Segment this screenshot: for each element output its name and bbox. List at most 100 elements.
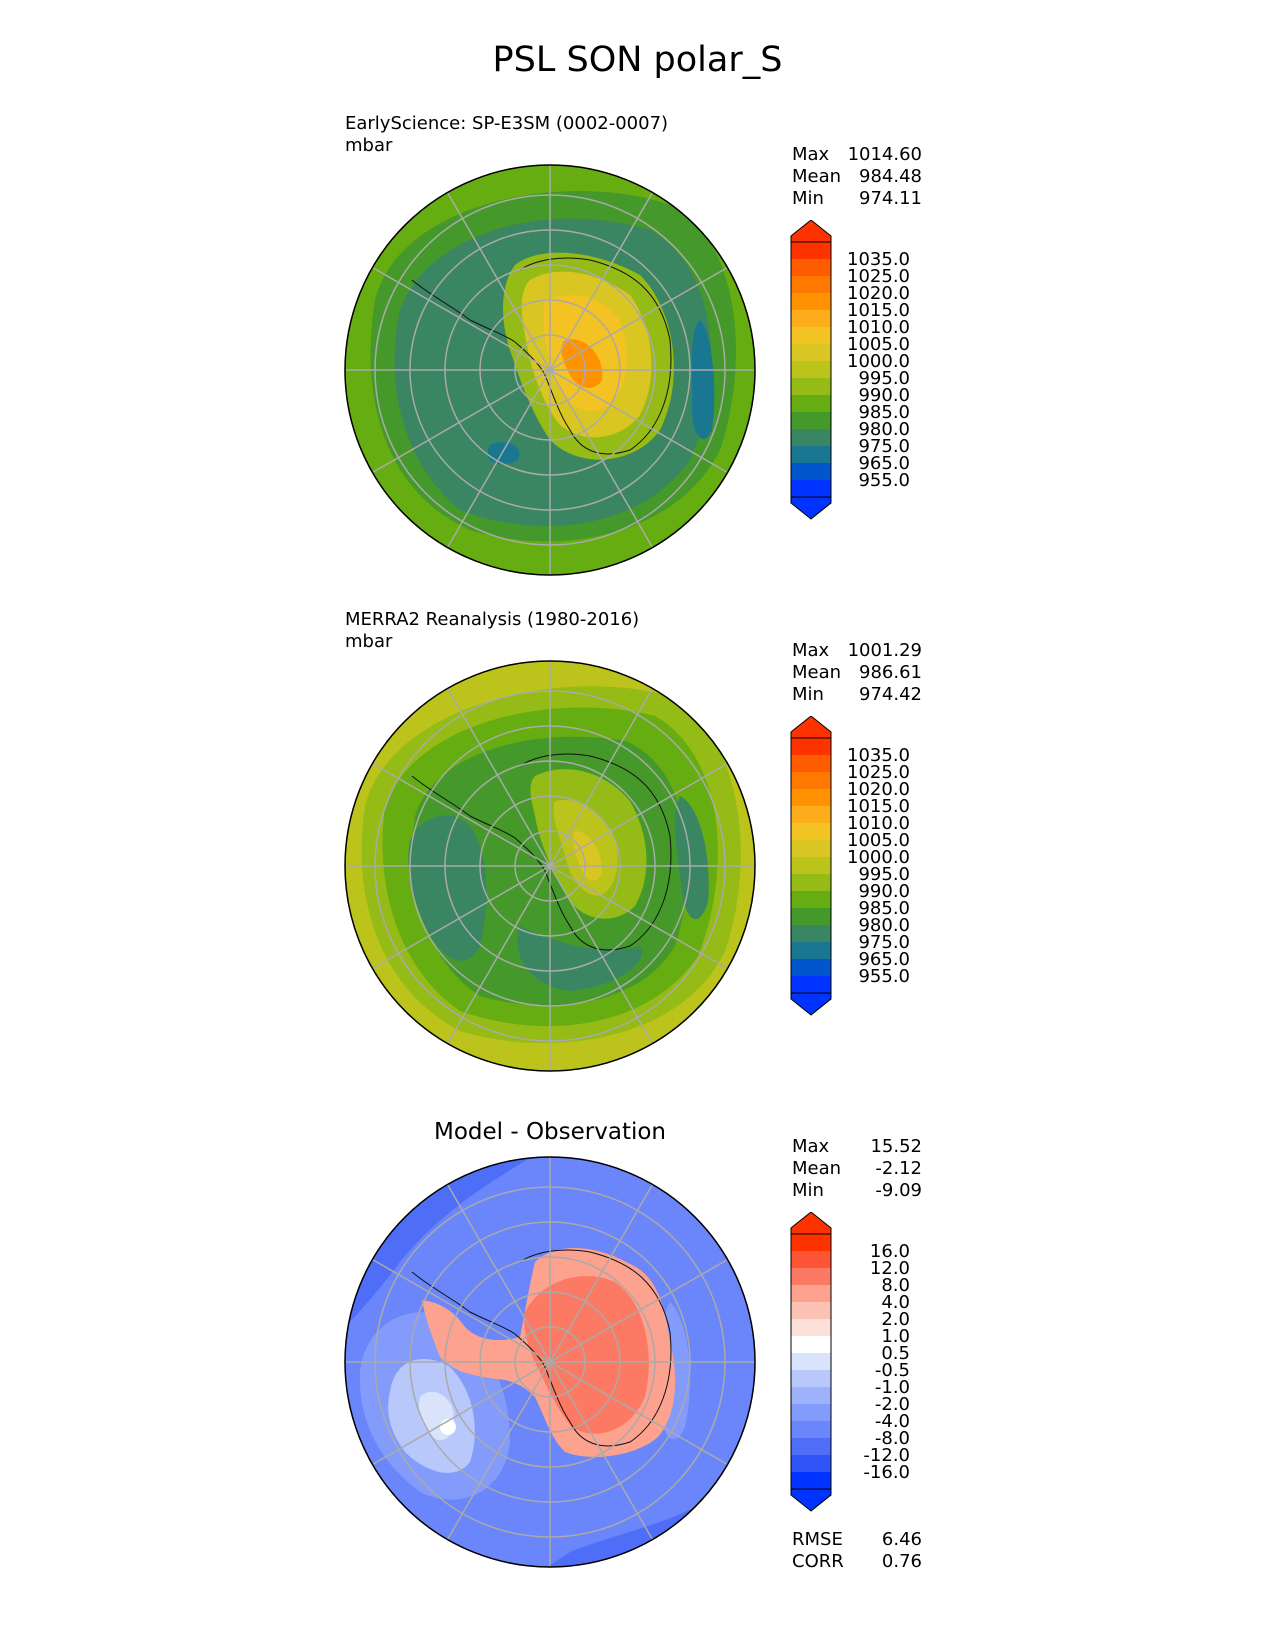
panel-2-stat-min: Min 974.42 <box>792 684 922 705</box>
panel-2-meridian-60 <box>549 750 750 867</box>
panel-1-polar-map <box>344 164 756 576</box>
panel-3-colorbar-segment-8 <box>791 1370 831 1388</box>
panel-3-colorbar-tick-label: 4.0 <box>881 1292 910 1313</box>
panel-1-colorbar-segment-1 <box>791 259 831 277</box>
panel-2-stat-max: Max 1001.29 <box>792 640 922 661</box>
panel-1-meridian-120 <box>549 369 750 486</box>
panel-3-colorbar-segment-12 <box>791 1438 831 1456</box>
panel-1-colorbar-tick-label: 1020.0 <box>847 283 910 304</box>
panel-3-meridian-330 <box>434 1162 551 1363</box>
panel-1-stat-max: Max 1014.60 <box>792 144 922 165</box>
panel-1-meridian-30 <box>549 170 666 371</box>
panel-3-colorbar-extend-low <box>790 1488 832 1512</box>
panel-2-colorbar-tick-label: 985.0 <box>858 898 910 919</box>
panel-3-colorbar-segment-6 <box>791 1336 831 1354</box>
panel-1-colorbar-tick-label: 1025.0 <box>847 266 910 287</box>
panel-1-colorbar: 1035.01025.01020.01015.01010.01005.01000… <box>790 220 910 520</box>
panel-2-colorbar-tick-label: 1020.0 <box>847 779 910 800</box>
panel-2-colorbar-segment-13 <box>791 959 831 977</box>
panel-3-coastline <box>411 1249 672 1447</box>
panel-1-meridian-210 <box>434 369 551 570</box>
panel-1-colorbar-segment-5 <box>791 327 831 345</box>
panel-1-title-block: EarlyScience: SP-E3SM (0002-0007) mbar <box>345 113 668 157</box>
panel-3-colorbar-tick-label: -0.5 <box>875 1360 910 1381</box>
panel-2-colorbar-frame <box>790 737 832 994</box>
panel-2-meridian-300 <box>350 750 551 867</box>
panel-2-colorbar-tick-label: 1010.0 <box>847 813 910 834</box>
panel-2-title-block: MERRA2 Reanalysis (1980-2016) mbar <box>345 609 639 653</box>
panel-3-colorbar-tick-label: 1.0 <box>881 1326 910 1347</box>
panel-1-title: EarlyScience: SP-E3SM (0002-0007) <box>345 113 669 134</box>
panel-3-colorbar-segment-1 <box>791 1251 831 1269</box>
panel-2-stat-mean: Mean 986.61 <box>792 662 922 683</box>
panel-2-graticule <box>345 661 755 1071</box>
panel-1-colorbar-tick-label: 990.0 <box>858 385 910 406</box>
panel-1-colorbar-segment-4 <box>791 310 831 328</box>
panel-2-colorbar-tick-label: 1000.0 <box>847 847 910 868</box>
panel-3-colorbar-tick-label: 12.0 <box>870 1258 910 1279</box>
panel-3-colorbar-frame <box>790 1233 832 1490</box>
panel-1-graticule <box>345 165 755 575</box>
panel-2-title: MERRA2 Reanalysis (1980-2016) <box>345 609 640 630</box>
panel-2-meridian-120 <box>549 865 750 982</box>
panel-2-colorbar: 1035.01025.01020.01015.01010.01005.01000… <box>790 716 910 1016</box>
panel-1-colorbar-segment-10 <box>791 412 831 430</box>
panel-2-colorbar-segment-5 <box>791 823 831 841</box>
panel-1-units: mbar <box>345 135 393 156</box>
panel-3-map-border <box>344 1156 756 1568</box>
panel-1-colorbar-tick-label: 1000.0 <box>847 351 910 372</box>
panel-2-colorbar-segment-10 <box>791 908 831 926</box>
panel-3-colorbar-segment-0 <box>791 1234 831 1252</box>
panel-2-colorbar-tick-label: 990.0 <box>858 881 910 902</box>
panel-1-colorbar-tick-label: 975.0 <box>858 436 910 457</box>
panel-2-meridian-240 <box>350 865 551 982</box>
panel-2-stats: Max 1001.29 Mean 986.61 Min 974.42 <box>792 640 922 706</box>
panel-2-colorbar-tick-label: 1035.0 <box>847 745 910 766</box>
panel-3-colorbar-tick-label: -2.0 <box>875 1394 910 1415</box>
panel-2-colorbar-segment-7 <box>791 857 831 875</box>
panel-3-polar-map <box>344 1156 756 1568</box>
panel-3-graticule <box>345 1157 755 1567</box>
panel-3-meridian-30 <box>549 1162 666 1363</box>
panel-3-colorbar-segment-4 <box>791 1302 831 1320</box>
panel-1-colorbar-tick-label: 985.0 <box>858 402 910 423</box>
panel-1-colorbar-segment-3 <box>791 293 831 311</box>
panel-1-colorbar-tick-label: 995.0 <box>858 368 910 389</box>
figure-title: PSL SON polar_S <box>492 40 783 80</box>
panel-1-colorbar-segment-6 <box>791 344 831 362</box>
panel-2-colorbar-segment-8 <box>791 874 831 892</box>
panel-3-colorbar-tick-label: 0.5 <box>881 1343 910 1364</box>
panel-3-metrics: RMSE 6.46 CORR 0.76 <box>792 1529 922 1573</box>
panel-2-polar-map <box>344 660 756 1072</box>
panel-2-coastline <box>411 753 672 951</box>
panel-3-title: Model - Observation <box>433 1119 667 1145</box>
panel-2-colorbar-segment-6 <box>791 840 831 858</box>
panel-1-meridian-150 <box>549 369 666 570</box>
panel-2-colorbar-segment-4 <box>791 806 831 824</box>
panel-2-colorbar-tick-label: 980.0 <box>858 915 910 936</box>
panel-2-colorbar-segment-11 <box>791 925 831 943</box>
panel-3-meridian-120 <box>549 1361 750 1478</box>
panel-3-colorbar-tick-label: 16.0 <box>870 1241 910 1262</box>
panel-2-colorbar-segment-14 <box>791 976 831 994</box>
panel-1-colorbar-segment-8 <box>791 378 831 396</box>
panel-2-colorbar-segment-3 <box>791 789 831 807</box>
panel-3-stats: Max 15.52 Mean -2.12 Min -9.09 <box>792 1136 922 1202</box>
panel-1-colorbar-segment-12 <box>791 446 831 464</box>
panel-3-meridian-210 <box>434 1361 551 1562</box>
panel-2-units: mbar <box>345 631 393 652</box>
panel-2-colorbar-segment-2 <box>791 772 831 790</box>
panel-1-colorbar-segment-0 <box>791 242 831 260</box>
panel-1-colorbar-tick-label: 980.0 <box>858 419 910 440</box>
panel-3-colorbar-tick-label: 2.0 <box>881 1309 910 1330</box>
panel-1-stat-mean: Mean 984.48 <box>792 166 922 187</box>
panel-2-colorbar-segment-9 <box>791 891 831 909</box>
panel-3-colorbar-segment-9 <box>791 1387 831 1405</box>
panel-2-fill-high <box>573 831 602 881</box>
panel-3-colorbar-segment-14 <box>791 1472 831 1490</box>
panel-3-colorbar-tick-label: -4.0 <box>875 1411 910 1432</box>
panel-1-meridian-60 <box>549 254 750 371</box>
panel-1-fill-max <box>561 339 603 388</box>
panel-2-colorbar-segment-12 <box>791 942 831 960</box>
panel-1-colorbar-segment-9 <box>791 395 831 413</box>
